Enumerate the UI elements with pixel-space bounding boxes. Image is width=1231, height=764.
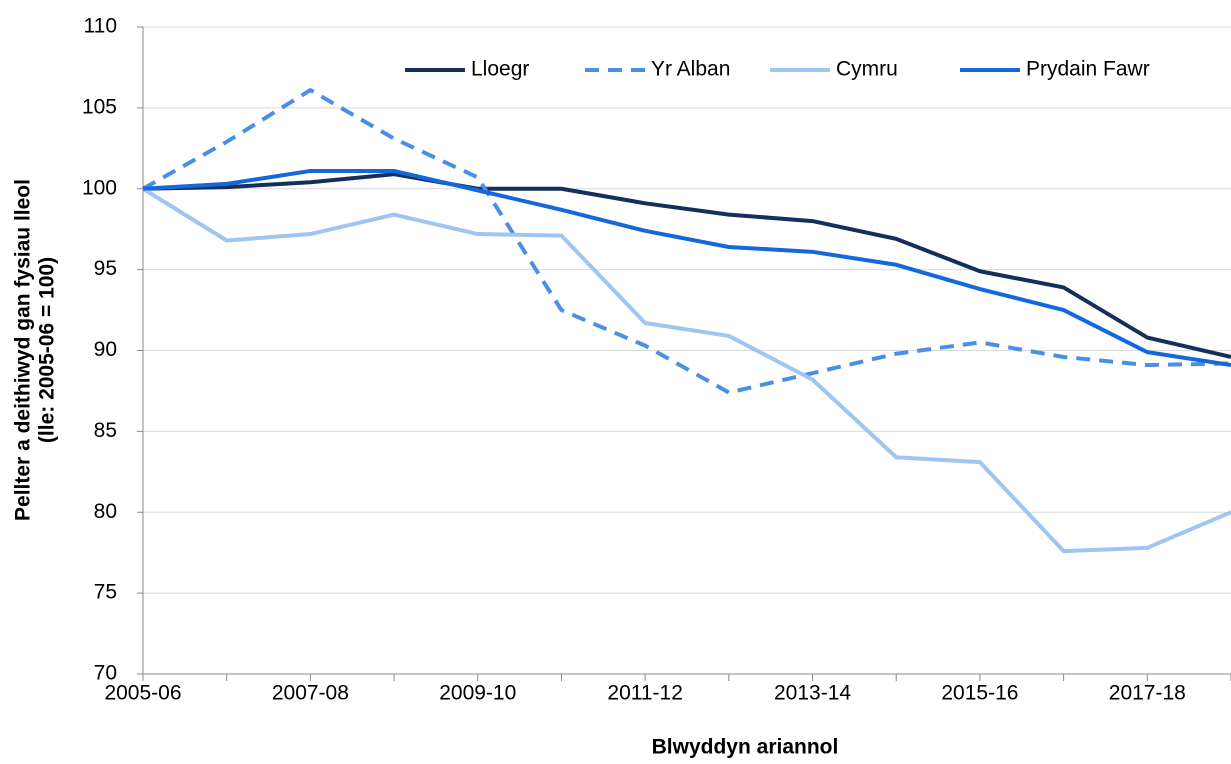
series-line	[141, 187, 1231, 554]
x-tick-label: 2005-06	[104, 682, 181, 705]
legend-label: Prydain Fawr	[1026, 58, 1150, 81]
y-tick-label: 75	[94, 581, 117, 604]
legend-label: Cymru	[836, 58, 898, 81]
x-tick-label: 2009-10	[439, 682, 516, 705]
x-tick-label: 2007-08	[272, 682, 349, 705]
y-tick-label: 85	[94, 419, 117, 442]
series-line	[142, 172, 1231, 359]
x-tick-label: 2017-18	[1109, 682, 1186, 705]
legend-label: Lloegr	[471, 58, 529, 81]
y-tick-label: 70	[94, 662, 117, 685]
y-tick-label: 100	[82, 176, 117, 199]
y-tick-label: 105	[82, 95, 117, 118]
legend-label: Yr Alban	[651, 58, 730, 81]
y-tick-label: 90	[94, 338, 117, 361]
x-tick-label: 2015-16	[941, 682, 1018, 705]
y-tick-label: 80	[94, 500, 117, 523]
x-tick-label: 2013-14	[774, 682, 851, 705]
y-axis-label-line: Pellter a deithiwyd gan fysiau lleol	[12, 179, 35, 521]
y-axis-label-line: (lle: 2005-06 = 100)	[36, 257, 59, 443]
y-tick-label: 110	[84, 15, 117, 38]
series-line	[142, 168, 1231, 368]
x-axis-label: Blwyddyn ariannol	[652, 736, 839, 759]
y-tick-label: 95	[94, 257, 117, 280]
y-axis-label: Pellter a deithiwyd gan fysiau lleol (ll…	[12, 179, 59, 521]
x-tick-label: 2011-12	[607, 682, 683, 705]
series-line	[142, 88, 1231, 395]
